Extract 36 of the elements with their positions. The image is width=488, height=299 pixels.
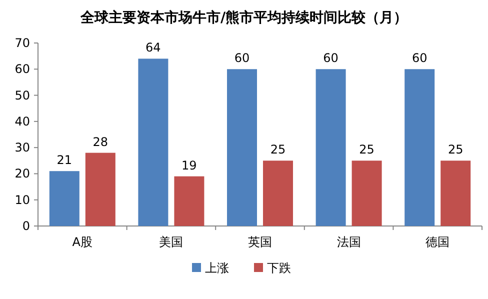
y-tick-label: 50 [14,88,30,102]
x-tick-label: 英国 [248,235,272,249]
y-tick-label: 70 [14,36,30,50]
data-label: 60 [323,51,338,66]
data-label: 64 [146,40,161,55]
y-tick-label: 20 [14,166,30,181]
bar [263,160,293,226]
bar [174,176,204,226]
bar [138,58,168,226]
bar [352,160,382,226]
legend-label: 下跌 [267,261,291,275]
data-label: 25 [270,142,286,157]
bar [85,152,116,226]
legend-label: 上涨 [205,261,229,275]
bar [404,69,435,226]
y-tick-label: 0 [22,219,30,233]
bar [440,160,471,226]
x-tick-label: A股 [72,235,93,249]
data-label: 19 [182,158,197,172]
data-label: 28 [92,134,108,149]
data-label: 21 [56,153,72,168]
y-tick-label: 40 [14,114,30,128]
y-tick-label: 30 [14,140,30,155]
bar [227,69,257,226]
data-label: 25 [359,142,374,157]
data-label: 25 [448,142,464,157]
y-tick-label: 60 [14,62,30,76]
data-label: 60 [412,51,428,66]
bar [316,69,346,226]
x-tick-label: 德国 [426,235,450,249]
data-label: 60 [234,51,250,66]
x-tick-label: 法国 [336,235,361,249]
chart-title: 全球主要资本市场牛市/熊市平均持续时间比较（月） [79,9,408,26]
y-tick-label: 10 [14,192,30,207]
x-tick-label: 美国 [159,235,184,249]
bar [49,171,80,226]
